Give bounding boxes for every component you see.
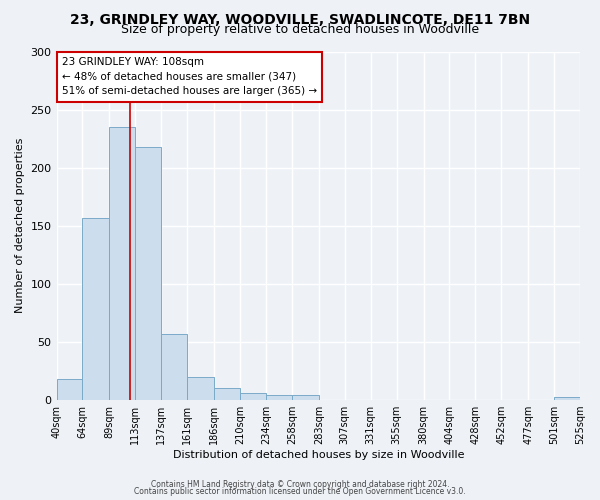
Bar [82, 218, 109, 400]
Bar [136, 147, 161, 400]
Text: Size of property relative to detached houses in Woodville: Size of property relative to detached ho… [121, 22, 479, 36]
Bar [292, 396, 319, 400]
Text: 23 GRINDLEY WAY: 108sqm
← 48% of detached houses are smaller (347)
51% of semi-d: 23 GRINDLEY WAY: 108sqm ← 48% of detache… [62, 56, 317, 96]
Bar [266, 396, 292, 400]
Bar [187, 377, 214, 400]
Bar [56, 379, 82, 400]
X-axis label: Distribution of detached houses by size in Woodville: Distribution of detached houses by size … [173, 450, 464, 460]
Y-axis label: Number of detached properties: Number of detached properties [15, 138, 25, 314]
Text: Contains public sector information licensed under the Open Government Licence v3: Contains public sector information licen… [134, 487, 466, 496]
Bar [554, 396, 580, 400]
Text: 23, GRINDLEY WAY, WOODVILLE, SWADLINCOTE, DE11 7BN: 23, GRINDLEY WAY, WOODVILLE, SWADLINCOTE… [70, 12, 530, 26]
Bar [240, 393, 266, 400]
Bar [214, 388, 240, 400]
Bar [161, 334, 187, 400]
Bar [109, 127, 136, 400]
Text: Contains HM Land Registry data © Crown copyright and database right 2024.: Contains HM Land Registry data © Crown c… [151, 480, 449, 489]
